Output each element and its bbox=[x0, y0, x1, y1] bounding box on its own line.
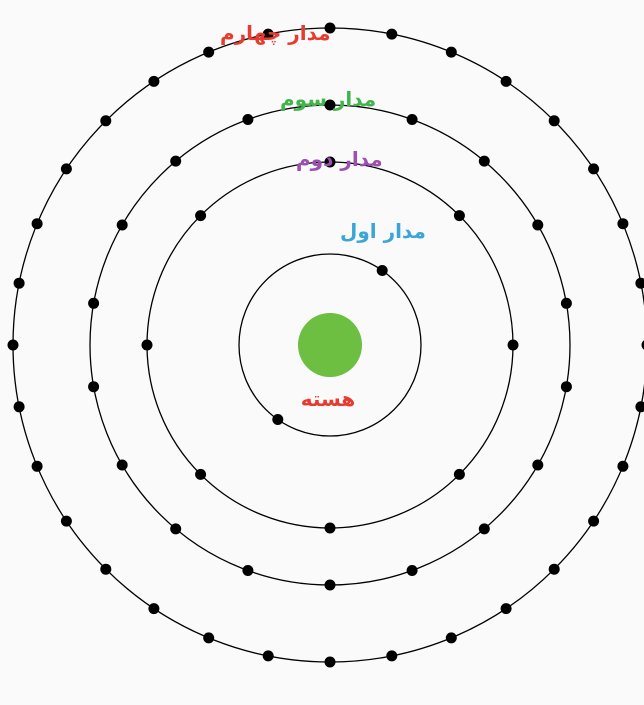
orbit-4-electron bbox=[31, 460, 43, 472]
orbit-4-electron bbox=[588, 163, 600, 175]
orbit-4-electron bbox=[60, 163, 72, 175]
orbit-2-electron bbox=[324, 522, 336, 534]
orbit-4-electron bbox=[500, 603, 512, 615]
orbit-2-electron bbox=[195, 468, 207, 480]
orbit-2-electron bbox=[141, 339, 153, 351]
orbit-4-electron bbox=[203, 632, 215, 644]
orbit-3-electron bbox=[324, 579, 336, 591]
orbit-4-electron bbox=[386, 28, 398, 40]
orbit-4-electron bbox=[148, 603, 160, 615]
orbit-4-electron bbox=[324, 22, 336, 34]
orbit-3-electron bbox=[406, 565, 418, 576]
orbit-4-electron bbox=[445, 46, 457, 58]
orbit-2-electron bbox=[195, 210, 207, 222]
orbit-3-electron bbox=[116, 219, 128, 231]
orbit-4-electron bbox=[445, 632, 457, 644]
orbit-4-electron bbox=[203, 46, 215, 58]
orbit-3-electron bbox=[324, 99, 336, 111]
orbit-2-label: مدار دوم bbox=[296, 147, 383, 171]
orbit-3-electron bbox=[532, 219, 544, 231]
orbit-2-electron bbox=[324, 156, 336, 168]
orbit-4-electron bbox=[100, 563, 112, 575]
electrons-group bbox=[7, 22, 644, 668]
nucleus-label: هسته bbox=[301, 387, 356, 411]
orbit-2-electron bbox=[507, 339, 519, 351]
orbit-4-electron bbox=[548, 115, 560, 127]
orbit-3-electron bbox=[532, 459, 544, 471]
orbit-4-electron bbox=[262, 650, 274, 662]
orbit-3-electron bbox=[560, 381, 572, 393]
orbit-2-electron bbox=[453, 468, 465, 480]
orbit-4-electron bbox=[500, 75, 512, 87]
orbit-4-label: مدار چهارم bbox=[220, 21, 331, 46]
orbit-4-electron bbox=[13, 277, 25, 289]
orbit-4-electron bbox=[100, 115, 112, 127]
orbit-3-electron bbox=[116, 459, 128, 471]
orbit-3-electron bbox=[242, 114, 254, 125]
orbit-3-electron bbox=[88, 297, 100, 309]
orbit-4-electron bbox=[635, 277, 644, 289]
orbit-4-electron bbox=[60, 515, 72, 527]
orbit-1 bbox=[238, 253, 422, 437]
orbit-4-electron bbox=[324, 656, 336, 668]
orbit-1-electron bbox=[376, 265, 388, 276]
orbit-3-electron bbox=[478, 155, 490, 167]
orbit-3-electron bbox=[560, 297, 572, 309]
orbit-4-electron bbox=[262, 28, 274, 40]
orbit-2-electron bbox=[453, 210, 465, 222]
orbit-4-electron bbox=[548, 563, 560, 575]
orbit-4-electron bbox=[617, 460, 629, 472]
nucleus bbox=[298, 313, 362, 377]
orbit-3-electron bbox=[170, 523, 182, 535]
orbit-1-label: مدار اول bbox=[340, 219, 426, 243]
orbit-3-electron bbox=[242, 565, 254, 576]
orbit-3-electron bbox=[406, 114, 418, 125]
orbit-4-electron bbox=[7, 339, 19, 351]
orbit-4-electron bbox=[617, 218, 629, 230]
orbit-4-electron bbox=[588, 515, 600, 527]
orbit-3-electron bbox=[88, 381, 100, 393]
orbit-4-electron bbox=[148, 75, 160, 87]
orbit-3-electron bbox=[170, 155, 182, 167]
orbit-1-electron bbox=[272, 414, 284, 425]
orbit-4-electron bbox=[641, 340, 644, 350]
orbit-4-electron bbox=[635, 401, 644, 413]
orbit-4-electron bbox=[386, 650, 398, 662]
orbit-3-electron bbox=[478, 523, 490, 535]
orbit-4-electron bbox=[13, 401, 25, 413]
orbit-3-label: مدار سوم bbox=[280, 87, 376, 111]
orbit-4-electron bbox=[31, 218, 43, 230]
